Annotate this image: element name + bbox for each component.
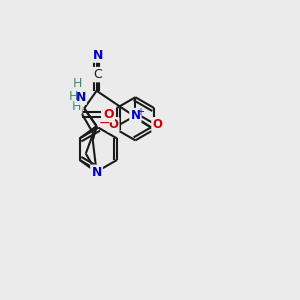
Text: C: C	[94, 68, 103, 81]
Text: N: N	[93, 49, 103, 62]
Text: −: −	[98, 116, 110, 130]
Text: H: H	[72, 100, 81, 112]
Text: O: O	[103, 108, 114, 121]
Text: N: N	[76, 91, 86, 104]
Text: H: H	[68, 90, 78, 103]
Text: O: O	[152, 118, 162, 131]
Text: O: O	[108, 118, 118, 131]
Text: H: H	[72, 77, 82, 90]
Text: N: N	[130, 109, 140, 122]
Text: N: N	[92, 166, 102, 179]
Text: +: +	[136, 107, 144, 118]
